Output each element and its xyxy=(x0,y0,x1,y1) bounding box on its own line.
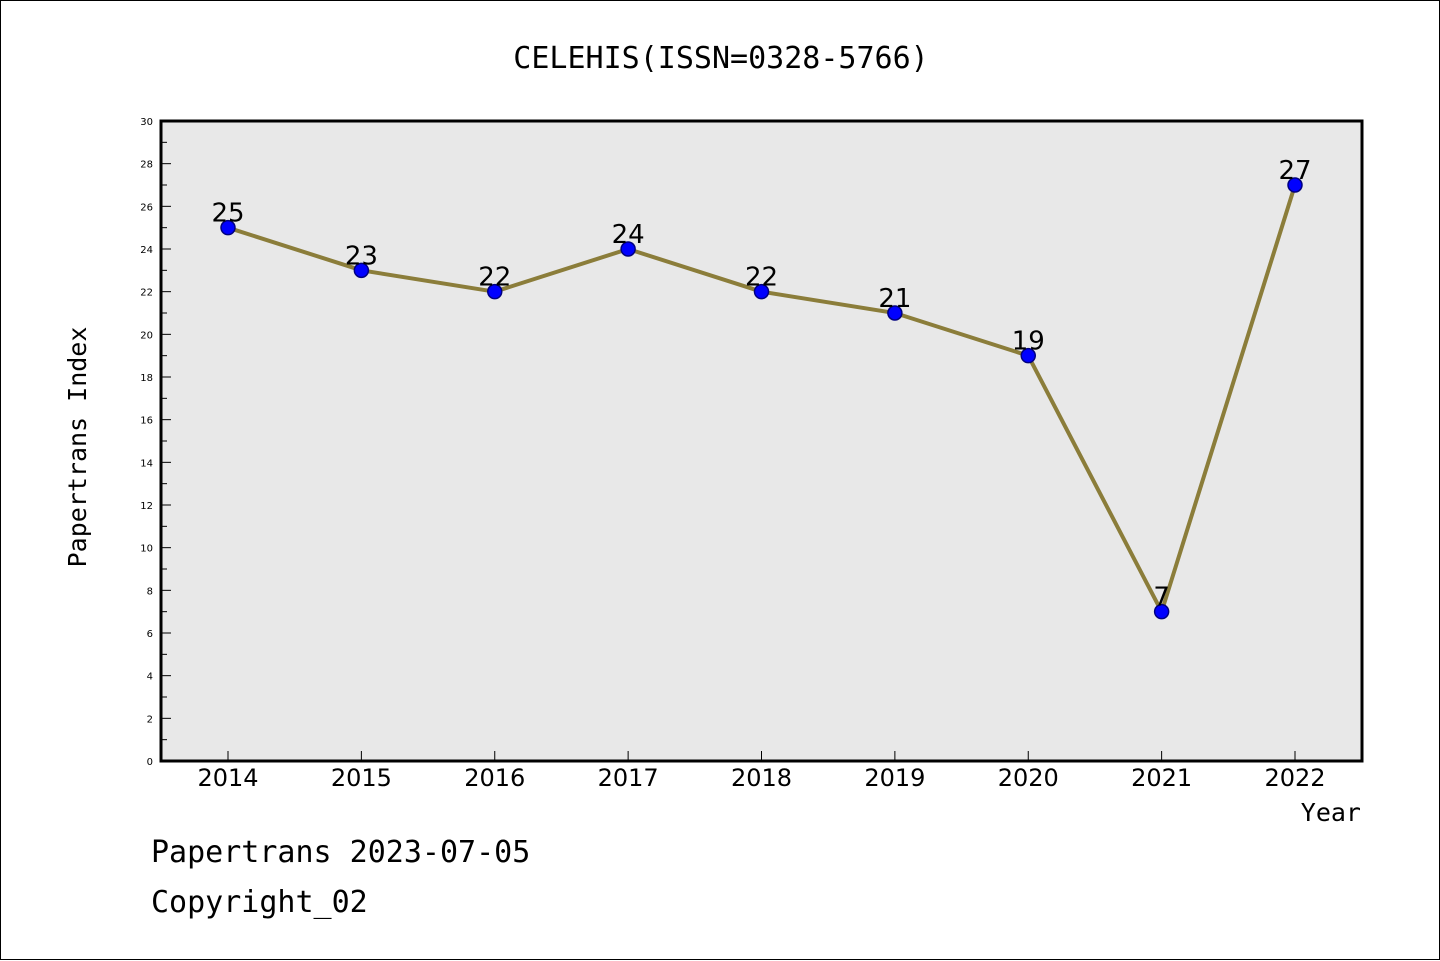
y-tick-label: 12 xyxy=(140,501,153,512)
data-label: 22 xyxy=(745,263,778,293)
x-tick-label: 2021 xyxy=(1131,764,1192,792)
x-tick-label: 2022 xyxy=(1264,764,1325,792)
y-tick-label: 28 xyxy=(140,160,153,171)
data-point xyxy=(353,262,370,279)
x-tick-label: 2019 xyxy=(864,764,925,792)
data-point xyxy=(220,219,236,236)
y-tick-label: 0 xyxy=(147,757,153,768)
y-tick-label: 2 xyxy=(147,714,153,725)
data-point xyxy=(487,283,503,300)
x-tick-label: 2014 xyxy=(197,764,258,792)
data-point xyxy=(1287,177,1303,193)
data-label: 24 xyxy=(612,220,645,250)
y-tick-label: 30 xyxy=(140,117,153,128)
x-tick-label: 2018 xyxy=(731,764,792,792)
data-point xyxy=(887,305,903,321)
y-tick-label: 20 xyxy=(140,330,153,341)
data-label: 23 xyxy=(345,241,378,271)
data-point xyxy=(620,241,636,257)
data-label: 22 xyxy=(478,263,511,293)
data-label: 21 xyxy=(878,284,911,314)
data-point xyxy=(1020,347,1036,364)
data-labels: 25 23 22 24 22 21 19 7 27 xyxy=(211,156,1311,613)
data-label: 25 xyxy=(211,199,244,229)
x-tick-label: 2015 xyxy=(331,764,392,792)
y-tick-label: 4 xyxy=(147,672,153,683)
data-point xyxy=(1153,603,1170,620)
chart-title: CELEHIS(ISSN=0328-5766) xyxy=(513,41,928,76)
x-tick-label: 2017 xyxy=(598,764,659,792)
x-axis: 2014 2015 2016 2017 2018 2019 2020 2021 2022 xyxy=(197,751,1326,792)
y-tick-label: 26 xyxy=(140,202,153,213)
data-label: 27 xyxy=(1278,156,1311,186)
y-tick-label: 8 xyxy=(147,586,153,597)
y-tick-label: 22 xyxy=(140,288,153,299)
data-point xyxy=(753,283,770,300)
x-tick-label: 2016 xyxy=(464,764,525,792)
y-tick-label: 6 xyxy=(147,629,153,640)
footer-copyright: Copyright_02 xyxy=(151,885,368,920)
x-axis-label: Year xyxy=(1301,798,1361,827)
data-label: 7 xyxy=(1153,583,1170,613)
footer-date: Papertrans 2023-07-05 xyxy=(151,835,531,870)
y-tick-label: 10 xyxy=(140,544,153,555)
y-tick-label: 16 xyxy=(140,416,153,427)
plot-area xyxy=(159,119,1364,763)
series-line xyxy=(220,177,1303,620)
y-tick-label: 24 xyxy=(140,245,153,256)
x-tick-label: 2020 xyxy=(998,764,1059,792)
data-label: 19 xyxy=(1012,327,1045,357)
y-tick-label: 18 xyxy=(140,373,153,384)
y-tick-label: 14 xyxy=(140,458,153,469)
y-axis-label: Papertrans Index xyxy=(63,327,92,568)
